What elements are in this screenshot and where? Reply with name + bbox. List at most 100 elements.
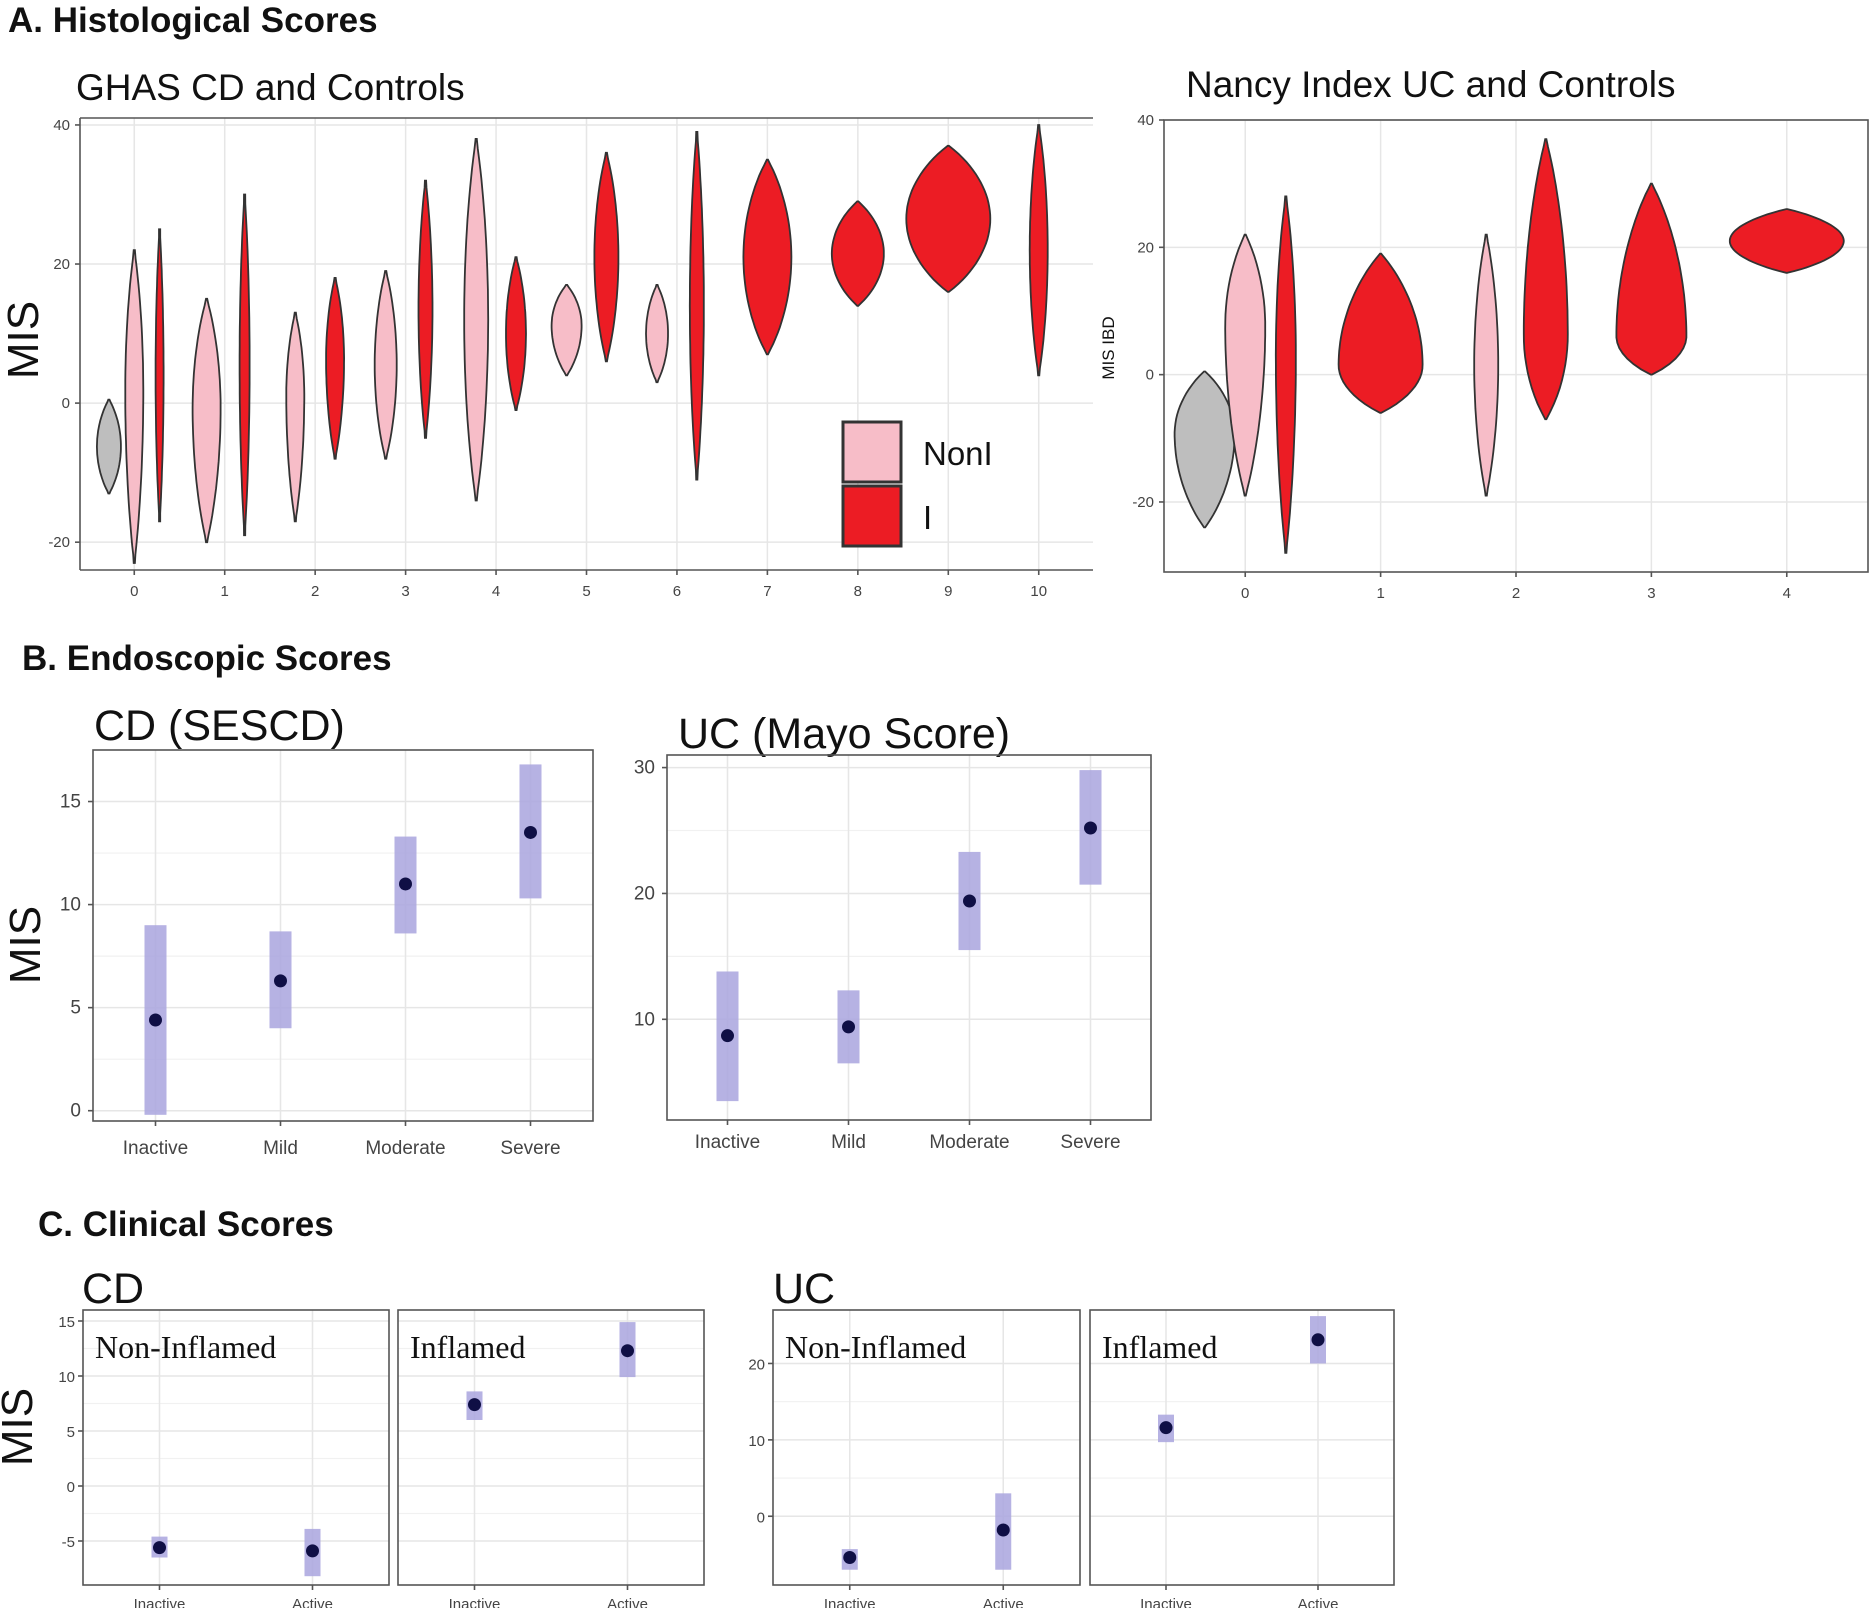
facet-strip-label: Non-Inflamed (785, 1329, 966, 1365)
panel-frame (82, 1309, 390, 1586)
x-tick-label: Inactive (123, 1138, 188, 1159)
violin-noninflamed (550, 284, 583, 377)
mean-point (621, 1344, 634, 1358)
x-tick-label: 0 (130, 583, 138, 600)
panel-frame (397, 1309, 705, 1586)
mean-point (274, 974, 287, 988)
x-tick-label: 0 (1241, 585, 1249, 602)
y-axis-label: MIS IBD (1099, 316, 1118, 379)
y-tick-label: 0 (70, 1101, 81, 1122)
y-tick-label: -20 (1132, 494, 1154, 511)
x-tick-label: 7 (763, 583, 771, 600)
violin-noninflamed (124, 249, 145, 564)
x-tick-label: 3 (1647, 585, 1655, 602)
x-tick-label: 9 (944, 583, 952, 600)
y-tick-label: 15 (60, 792, 81, 813)
x-tick-label: 3 (401, 583, 409, 600)
mean-point (524, 825, 537, 839)
chart-title: GHAS CD and Controls (76, 67, 465, 108)
x-tick-label: 8 (854, 583, 862, 600)
facet-non-inflamed: -5 0 5 10 15 Inactive Active Non-Inflamed (58, 1309, 390, 1608)
y-tick-label: 10 (58, 1369, 75, 1386)
clinical-cd-chart: CD MIS -5 0 5 10 15 Inactive Active Non-Inflamed I… (0, 1265, 705, 1608)
violin-inflamed (325, 277, 346, 460)
x-tick-label: Moderate (365, 1138, 445, 1159)
x-tick-label: Severe (500, 1138, 560, 1159)
x-tick-label: Active (292, 1596, 333, 1608)
y-tick-label: 40 (53, 117, 70, 134)
violin-control (1173, 370, 1236, 529)
chart-title: Nancy Index UC and Controls (1186, 64, 1675, 105)
x-tick-label: 2 (1512, 585, 1520, 602)
violin-inflamed (1522, 138, 1569, 421)
y-tick-label: 5 (67, 1424, 75, 1441)
mean-point (1084, 821, 1097, 835)
ghas-violin-chart: GHAS CD and Controls MIS -20 0 20 40 0 1 2 3 4 5 6 7 8… (0, 67, 1093, 600)
chart-title: CD (SESCD) (94, 702, 345, 750)
x-tick-label: Inactive (1140, 1596, 1192, 1608)
violin-inflamed (238, 193, 251, 537)
section-b-title: B. Endoscopic Scores (22, 639, 392, 678)
mean-point (153, 1541, 166, 1555)
y-tick-label: 20 (1137, 239, 1154, 256)
sescd-pointrange-chart: CD (SESCD) MIS 0 5 10 15 Inactive Mild Moderate S… (1, 702, 594, 1159)
violin-inflamed (505, 256, 527, 411)
violin-inflamed (1728, 208, 1845, 274)
y-tick-label: -20 (48, 534, 70, 551)
chart-title: CD (82, 1265, 144, 1313)
y-tick-label: 0 (757, 1509, 765, 1526)
panel-frame (666, 754, 1152, 1121)
y-tick-label: 10 (634, 1009, 655, 1030)
x-tick-label: Inactive (695, 1132, 760, 1153)
section-a-title: A. Histological Scores (8, 1, 378, 40)
panel-frame (92, 749, 594, 1122)
y-tick-label: 0 (1146, 367, 1154, 384)
legend-swatch-inflamed (841, 484, 903, 548)
violin-inflamed (905, 144, 992, 293)
violin-inflamed (417, 179, 434, 439)
x-tick-label: Severe (1060, 1132, 1120, 1153)
x-tick-label: Active (607, 1596, 648, 1608)
x-tick-label: 2 (311, 583, 319, 600)
mayo-pointrange-chart: UC (Mayo Score) 10 20 30 Inactive Mild Moderat… (634, 710, 1152, 1153)
y-tick-label: 10 (60, 895, 81, 916)
section-c-title: C. Clinical Scores (38, 1205, 334, 1244)
violin-noninflamed (373, 270, 398, 460)
violin-control (95, 398, 122, 495)
y-tick-label: 5 (70, 998, 81, 1019)
mean-point (1311, 1333, 1325, 1347)
violin-inflamed (1274, 195, 1297, 554)
x-tick-label: Active (1298, 1596, 1339, 1608)
violin-inflamed (742, 158, 793, 356)
x-tick-label: Inactive (134, 1596, 186, 1608)
y-tick-label: 10 (748, 1433, 765, 1450)
mean-point (306, 1544, 319, 1558)
y-tick-label: 30 (634, 758, 655, 779)
violin-inflamed (688, 131, 705, 481)
y-tick-label: 20 (53, 256, 70, 273)
facet-non-inflamed: 0 10 20 Inactive Active Non-Inflamed (748, 1309, 1081, 1608)
y-tick-label: 0 (62, 395, 70, 412)
violin-inflamed (830, 200, 885, 307)
x-tick-label: Inactive (449, 1596, 501, 1608)
legend-label: I (923, 499, 932, 536)
clinical-uc-chart: UC 0 10 20 Inactive Active Non-Inflamed Inactiv… (748, 1265, 1395, 1608)
x-tick-label: 4 (492, 583, 500, 600)
x-tick-label: 1 (1376, 585, 1384, 602)
violin-noninflamed (645, 284, 669, 384)
y-axis-label: MIS (0, 1388, 42, 1466)
chart-title: UC (Mayo Score) (678, 710, 1010, 758)
violin-noninflamed (1224, 233, 1267, 497)
mean-point (842, 1020, 855, 1034)
violin-noninflamed (463, 138, 490, 502)
y-tick-label: 40 (1137, 112, 1154, 129)
y-tick-label: 15 (58, 1314, 75, 1331)
y-tick-label: -5 (62, 1534, 75, 1551)
violin-inflamed (154, 228, 165, 523)
x-tick-label: 6 (673, 583, 681, 600)
mean-point (996, 1523, 1010, 1537)
violin-noninflamed (1473, 233, 1500, 497)
x-tick-label: Inactive (824, 1596, 876, 1608)
